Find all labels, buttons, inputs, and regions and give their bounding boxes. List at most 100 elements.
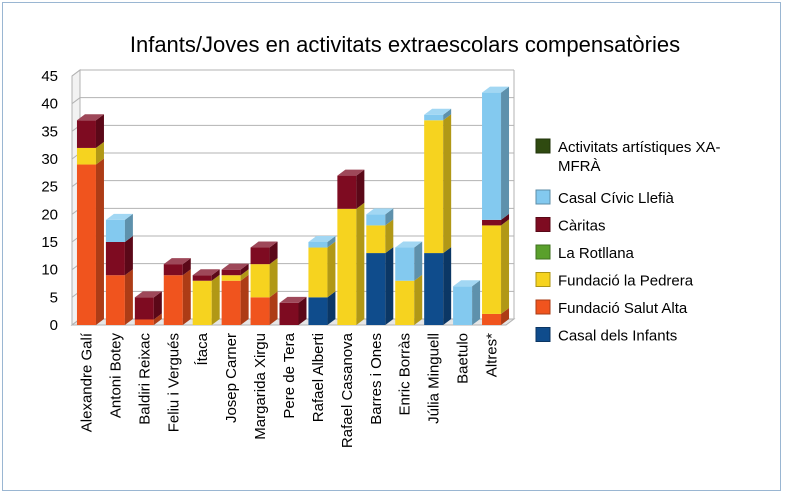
bar-side [501, 307, 510, 325]
bar-side [385, 219, 394, 254]
bar-face [221, 275, 241, 281]
legend-swatch [535, 299, 551, 315]
bar-face [76, 164, 96, 325]
bar-side [240, 269, 249, 281]
gridline [71, 97, 514, 105]
bar-segment [308, 236, 336, 248]
legend-label: La Rotllana [558, 245, 635, 262]
bar-face [163, 275, 183, 325]
bar-face [192, 275, 212, 281]
bar-side [443, 114, 452, 254]
bar-segment [395, 274, 423, 325]
bar-top [482, 86, 510, 93]
bar-segment [221, 263, 249, 276]
bar-top [76, 114, 104, 121]
bar-segment [366, 208, 394, 226]
bar-side [414, 274, 423, 325]
bar-segment [424, 247, 452, 325]
bar-face [134, 297, 154, 320]
bar-segment [192, 274, 220, 325]
bar-segment [250, 291, 278, 325]
bar-face [250, 297, 270, 325]
x-tick-label: Feliu i Vergués [165, 333, 182, 432]
bar-segment [134, 313, 162, 325]
bar-segment [482, 219, 510, 314]
bar-segment [453, 280, 481, 325]
bar-segment [134, 291, 162, 320]
bar-face [163, 264, 183, 276]
legend-swatch [535, 327, 551, 342]
bar-segment [163, 258, 191, 276]
legend-swatch [535, 189, 551, 205]
bar-segment [482, 86, 510, 220]
bar-side [211, 274, 220, 325]
bar-segment [279, 296, 307, 325]
bar-face [76, 147, 96, 165]
y-tick-label: 10 [41, 262, 58, 279]
y-tick-label: 25 [41, 179, 58, 196]
bar-side [501, 86, 510, 220]
bar-face [424, 114, 444, 121]
bar-side [182, 269, 191, 325]
bar-side [443, 247, 452, 325]
legend-item: Activitats artístiques XA- MFRÀ [535, 138, 721, 175]
bar-side [153, 313, 162, 325]
y-tick-label: 20 [41, 206, 58, 223]
bars [76, 86, 510, 325]
bar-segment [424, 108, 452, 121]
bar-side [95, 158, 104, 325]
legend-item: Càritas [535, 217, 606, 235]
legend-swatch [535, 217, 551, 232]
bar-face [395, 247, 415, 281]
bar-segment [366, 247, 394, 325]
bar-segment [192, 269, 220, 281]
bar-face [395, 280, 415, 325]
legend-item: La Rotllana [535, 244, 635, 262]
bar-face [366, 225, 386, 254]
bar-top [221, 263, 249, 270]
chart-title: Infants/Joves en activitats extraescolar… [130, 32, 680, 57]
bar-face [482, 225, 502, 314]
bar-side [124, 213, 133, 242]
bar-segment [395, 241, 423, 281]
legend-item: Fundació Salut Alta [535, 299, 688, 317]
bar-side [182, 258, 191, 276]
x-tick-label: Enric Borràs [397, 333, 414, 416]
x-tick-label: Josep Carner [223, 333, 240, 423]
bar-side [124, 236, 133, 276]
bar-side [356, 202, 365, 325]
bar-segment [76, 158, 104, 325]
bar-face [482, 313, 502, 325]
bar-side [124, 269, 133, 325]
bar-segment [105, 269, 133, 325]
bar-face [105, 242, 125, 276]
y-tick-label: 5 [50, 289, 58, 306]
bar-top [366, 208, 394, 215]
bar-face [192, 280, 212, 325]
bar-side [443, 108, 452, 121]
bar-side [385, 247, 394, 325]
legend-label: MFRÀ [558, 158, 601, 175]
bar-side [269, 291, 278, 325]
bar-segment [482, 213, 510, 226]
legend-label: Casal Cívic Llefià [558, 190, 675, 207]
bar-side [240, 274, 249, 325]
bar-top [308, 236, 336, 242]
bar-side [414, 241, 423, 281]
x-tick-label: Margarida Xirgu [252, 333, 269, 440]
x-tick-label: Rafael Alberti [310, 333, 327, 422]
bar-side [153, 291, 162, 320]
legend-swatch [535, 138, 551, 154]
legend-label: Casal dels Infants [558, 328, 677, 345]
bar-face [279, 302, 299, 325]
bar-segment [221, 274, 249, 325]
bar-side [501, 219, 510, 314]
bar-side [240, 263, 249, 276]
bar-segment [366, 219, 394, 254]
bar-side [472, 280, 481, 325]
bar-side [501, 213, 510, 226]
bar-segment [308, 291, 336, 325]
bar-top [337, 169, 365, 176]
y-tick-label: 0 [50, 317, 58, 334]
legend-label: Fundació la Pedrera [558, 273, 694, 290]
